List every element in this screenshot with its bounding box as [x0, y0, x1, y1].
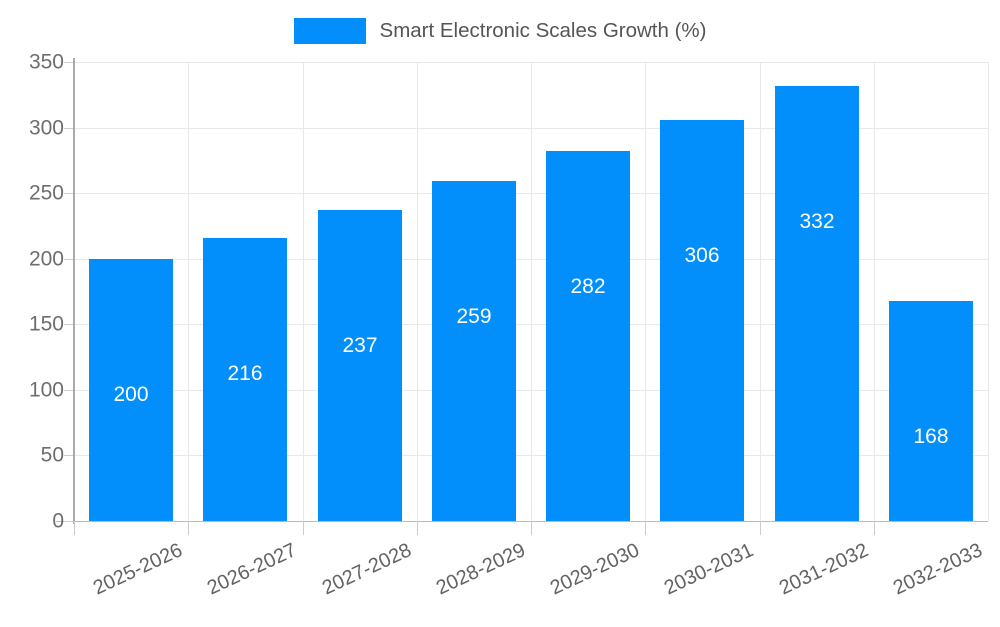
gridline-vertical — [645, 62, 646, 521]
gridline-vertical — [303, 62, 304, 521]
x-axis-tick-mark — [303, 521, 304, 535]
bar[interactable] — [89, 258, 173, 521]
bar[interactable] — [432, 181, 516, 521]
bar-value-label: 332 — [799, 209, 835, 233]
y-axis-tick-mark — [64, 193, 73, 195]
x-axis-tick-mark — [874, 521, 875, 535]
y-axis-tick-label: 100 — [28, 378, 64, 402]
y-axis-tick-mark — [64, 389, 73, 391]
x-axis-tick-label: 2027-2028 — [318, 539, 415, 600]
gridline-vertical — [417, 62, 418, 521]
y-axis-tick-label: 350 — [28, 50, 64, 74]
y-axis-tick-label: 150 — [28, 312, 64, 336]
gridline-vertical — [760, 62, 761, 521]
bar-value-label: 237 — [342, 334, 378, 358]
bar-value-label: 216 — [227, 361, 263, 385]
y-axis-labels: 0 50 100 150 200 250 300 350 — [0, 0, 73, 600]
bar[interactable] — [203, 237, 287, 521]
y-axis-tick-label: 250 — [28, 181, 64, 205]
y-axis-tick-mark — [64, 521, 73, 522]
y-axis-tick-label: 0 — [52, 509, 64, 533]
y-axis-tick-label: 300 — [28, 116, 64, 140]
gridline-vertical — [874, 62, 875, 521]
bar-value-label: 168 — [913, 424, 949, 448]
x-axis-tick-label: 2032-2033 — [889, 539, 986, 600]
y-axis-tick-mark — [64, 258, 73, 260]
gridline-vertical — [988, 62, 989, 521]
legend-color-swatch[interactable] — [293, 18, 366, 44]
x-axis-tick-label: 2031-2032 — [775, 539, 872, 600]
x-axis-tick-mark — [531, 521, 532, 535]
x-axis-tick-mark — [645, 521, 646, 535]
legend-label[interactable]: Smart Electronic Scales Growth (%) — [379, 18, 707, 42]
bar[interactable] — [660, 119, 744, 521]
bar-chart: Smart Electronic Scales Growth (%) 200 21… — [0, 0, 1000, 600]
x-axis-tick-label: 2029-2030 — [547, 539, 643, 600]
bar[interactable] — [546, 151, 630, 521]
y-axis-tick-mark — [64, 127, 73, 129]
x-axis-tick-label: 2026-2027 — [204, 539, 301, 600]
plot-area: 200 216 237 259 282 306 332 168 — [74, 62, 989, 522]
x-axis-tick-mark — [760, 521, 761, 535]
gridline-vertical — [531, 62, 532, 521]
bar[interactable] — [889, 300, 973, 521]
bar[interactable] — [318, 210, 402, 521]
y-axis-tick-mark — [64, 324, 73, 326]
y-axis-tick-label: 200 — [28, 247, 64, 271]
x-axis-tick-label: 2028-2029 — [432, 539, 529, 600]
bar-value-label: 259 — [456, 305, 492, 329]
x-axis-line — [56, 521, 988, 522]
y-axis-tick-mark — [64, 62, 73, 63]
bar-value-label: 306 — [684, 243, 720, 267]
x-axis-tick-mark — [417, 521, 418, 535]
gridline-vertical — [188, 62, 189, 521]
y-axis-tick-label: 50 — [40, 443, 64, 467]
chart-legend: Smart Electronic Scales Growth (%) — [0, 14, 1000, 48]
x-axis-tick-mark — [188, 521, 189, 535]
y-axis-line — [73, 58, 75, 524]
x-axis-tick-label: 2030-2031 — [661, 539, 758, 600]
bar-value-label: 200 — [113, 382, 149, 406]
bar-value-label: 282 — [570, 275, 606, 299]
bar[interactable] — [775, 85, 859, 521]
y-axis-tick-mark — [64, 455, 73, 457]
